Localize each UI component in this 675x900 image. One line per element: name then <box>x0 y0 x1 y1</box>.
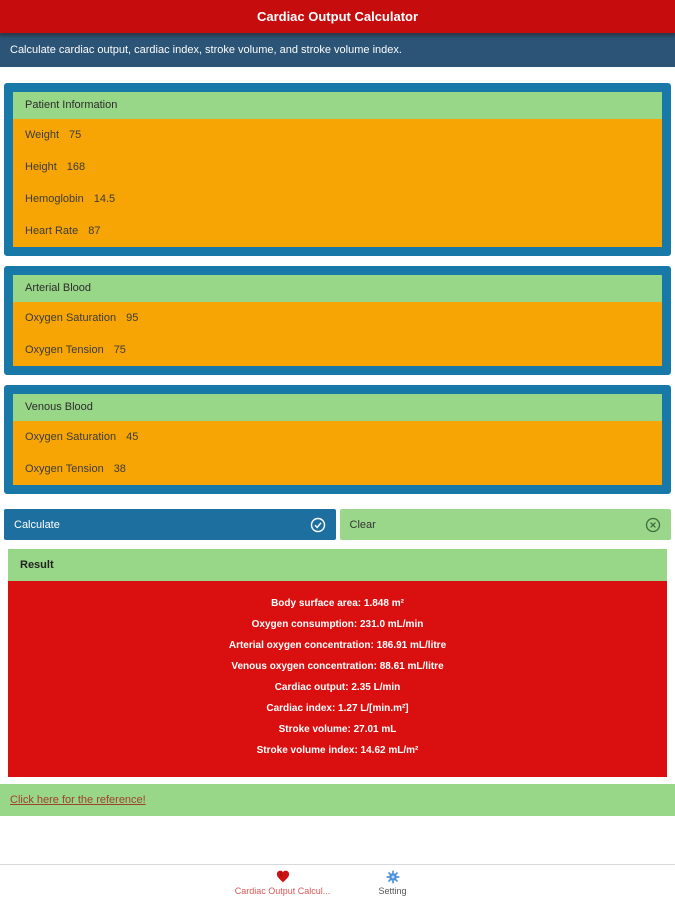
clear-button-label: Clear <box>349 518 376 531</box>
arterial-oxygen-tension-label: Oxygen Tension <box>25 344 104 356</box>
x-circle-icon <box>645 517 661 533</box>
section-header-arterial-blood: Arterial Blood <box>13 275 662 302</box>
tab-label-cardiac-output-calculator: Cardiac Output Calcul... <box>234 885 331 896</box>
heart-rate-label: Heart Rate <box>25 225 79 237</box>
reference-link[interactable]: Click here for the reference! <box>10 794 146 806</box>
calculate-button-label: Calculate <box>14 518 60 531</box>
venous-oxygen-tension-value: 38 <box>113 463 126 475</box>
result-line-stroke-volume: Stroke volume: 27.01 mL <box>278 724 397 735</box>
arterial-oxygen-saturation-label: Oxygen Saturation <box>25 312 117 324</box>
hemoglobin-field[interactable]: Hemoglobin 14.5 <box>13 183 662 215</box>
tab-cardiac-output-calculator[interactable]: Cardiac Output Calcul... <box>228 870 338 896</box>
app-bar: Cardiac Output Calculator <box>0 0 675 33</box>
result-line-oxygen-consumption: Oxygen consumption: 231.0 mL/min <box>251 619 424 630</box>
heart-rate-value: 87 <box>88 225 101 237</box>
subtitle-bar: Calculate cardiac output, cardiac index,… <box>0 33 675 67</box>
venous-oxygen-saturation-value: 45 <box>126 431 139 443</box>
height-value: 168 <box>66 161 86 173</box>
action-buttons-row: Calculate Clear <box>4 509 671 540</box>
result-line-cardiac-index: Cardiac index: 1.27 L/[min.m²] <box>266 703 409 714</box>
result-header: Result <box>8 549 667 581</box>
heart-rate-field[interactable]: Heart Rate 87 <box>13 215 662 247</box>
heart-icon <box>276 870 290 884</box>
arterial-oxygen-tension-value: 75 <box>113 344 126 356</box>
weight-field[interactable]: Weight 75 <box>13 119 662 151</box>
subtitle-text: Calculate cardiac output, cardiac index,… <box>10 44 402 56</box>
arterial-oxygen-saturation-field[interactable]: Oxygen Saturation 95 <box>13 302 662 334</box>
result-body: Body surface area: 1.848 m² Oxygen consu… <box>8 581 667 777</box>
height-label: Height <box>25 161 57 173</box>
venous-oxygen-tension-field[interactable]: Oxygen Tension 38 <box>13 453 662 485</box>
arterial-oxygen-tension-field[interactable]: Oxygen Tension 75 <box>13 334 662 366</box>
gear-icon <box>386 870 400 884</box>
result-line-stroke-volume-index: Stroke volume index: 14.62 mL/m² <box>256 745 419 756</box>
result-line-venous-oxygen-concentration: Venous oxygen concentration: 88.61 mL/li… <box>231 661 444 672</box>
check-circle-icon <box>310 517 326 533</box>
weight-value: 75 <box>69 129 82 141</box>
arterial-blood-card: Arterial Blood Oxygen Saturation 95 Oxyg… <box>4 266 671 375</box>
arterial-oxygen-saturation-value: 95 <box>126 312 139 324</box>
result-line-body-surface-area: Body surface area: 1.848 m² <box>271 598 404 609</box>
bottom-tab-bar: Cardiac Output Calcul... Setting <box>0 864 675 900</box>
weight-label: Weight <box>25 129 60 141</box>
calculate-button[interactable]: Calculate <box>4 509 336 540</box>
page-title: Cardiac Output Calculator <box>256 9 419 24</box>
tab-label-setting: Setting <box>378 885 407 896</box>
venous-oxygen-tension-label: Oxygen Tension <box>25 463 104 475</box>
section-header-venous-blood: Venous Blood <box>13 394 662 421</box>
section-header-patient-information: Patient Information <box>13 92 662 119</box>
reference-bar: Click here for the reference! <box>0 784 675 816</box>
venous-blood-card: Venous Blood Oxygen Saturation 45 Oxygen… <box>4 385 671 494</box>
hemoglobin-value: 14.5 <box>93 193 116 205</box>
patient-information-card: Patient Information Weight 75 Height 168… <box>4 83 671 256</box>
result-line-arterial-oxygen-concentration: Arterial oxygen concentration: 186.91 mL… <box>228 640 447 651</box>
hemoglobin-label: Hemoglobin <box>25 193 84 205</box>
clear-button[interactable]: Clear <box>339 509 671 540</box>
venous-oxygen-saturation-field[interactable]: Oxygen Saturation 45 <box>13 421 662 453</box>
result-line-cardiac-output: Cardiac output: 2.35 L/min <box>274 682 401 693</box>
height-field[interactable]: Height 168 <box>13 151 662 183</box>
result-card: Result Body surface area: 1.848 m² Oxyge… <box>8 549 667 777</box>
venous-oxygen-saturation-label: Oxygen Saturation <box>25 431 117 443</box>
tab-setting[interactable]: Setting <box>338 870 448 896</box>
